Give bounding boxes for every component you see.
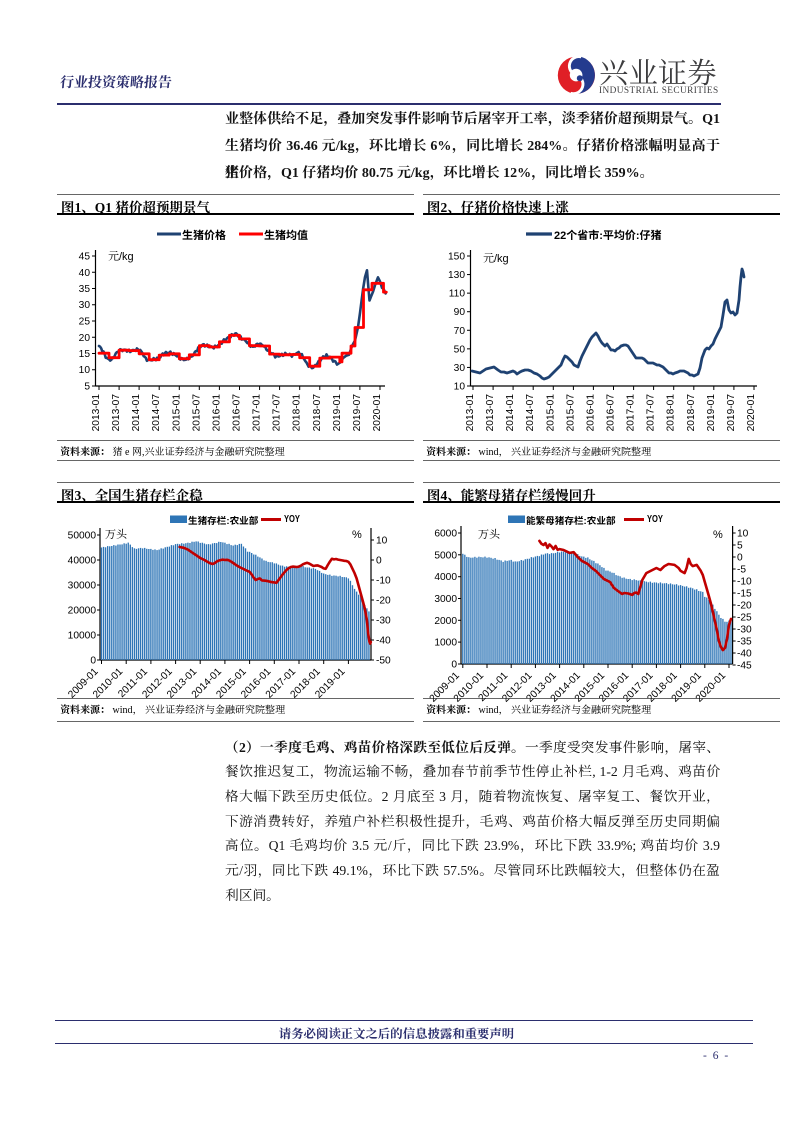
svg-text:2015-01: 2015-01 — [171, 394, 182, 432]
svg-text:5: 5 — [737, 541, 743, 552]
svg-text:2013-07: 2013-07 — [111, 394, 122, 432]
svg-text:元/kg: 元/kg — [108, 250, 134, 263]
svg-text:-20: -20 — [737, 601, 752, 612]
svg-text:2013-01: 2013-01 — [465, 394, 476, 432]
svg-text:2017-01: 2017-01 — [252, 394, 263, 432]
svg-text:-30: -30 — [376, 616, 391, 627]
svg-text:70: 70 — [454, 326, 466, 337]
svg-text:20: 20 — [79, 333, 91, 344]
svg-text:2013-07: 2013-07 — [485, 394, 496, 432]
svg-text:-35: -35 — [737, 637, 752, 648]
svg-text:10: 10 — [376, 536, 388, 547]
svg-text:-30: -30 — [737, 625, 752, 636]
svg-text:2017-07: 2017-07 — [272, 394, 283, 432]
svg-text:元/kg: 元/kg — [483, 252, 509, 265]
svg-text:2014-01: 2014-01 — [131, 394, 142, 432]
svg-text:2016-01: 2016-01 — [211, 394, 222, 432]
svg-text:-25: -25 — [737, 613, 752, 624]
svg-text:15: 15 — [79, 349, 91, 360]
svg-text:万头: 万头 — [105, 528, 127, 541]
svg-text:2020-01: 2020-01 — [746, 394, 757, 432]
svg-text:2019-01: 2019-01 — [706, 394, 717, 432]
svg-text:2017-07: 2017-07 — [646, 394, 657, 432]
svg-text:10000: 10000 — [68, 631, 97, 642]
svg-text:35: 35 — [79, 284, 91, 295]
svg-text:2016-07: 2016-07 — [606, 394, 617, 432]
svg-text:50: 50 — [454, 344, 466, 355]
svg-text:-50: -50 — [376, 656, 391, 667]
svg-text:2017-01: 2017-01 — [626, 394, 637, 432]
svg-text:0: 0 — [90, 656, 96, 667]
svg-text:3000: 3000 — [434, 594, 457, 605]
svg-text:50000: 50000 — [68, 531, 97, 542]
svg-text:2019-07: 2019-07 — [352, 394, 363, 432]
svg-text:30: 30 — [79, 300, 91, 311]
svg-text:2016-07: 2016-07 — [232, 394, 243, 432]
svg-text:2016-01: 2016-01 — [585, 394, 596, 432]
svg-text:10: 10 — [454, 382, 466, 393]
svg-text:130: 130 — [448, 270, 465, 281]
svg-text:2015-07: 2015-07 — [191, 394, 202, 432]
svg-text:-15: -15 — [737, 589, 752, 600]
svg-text:2014-07: 2014-07 — [525, 394, 536, 432]
svg-text:2018-01: 2018-01 — [292, 394, 303, 432]
svg-text:10: 10 — [737, 529, 749, 540]
svg-text:5000: 5000 — [434, 550, 457, 561]
svg-text:2018-01: 2018-01 — [666, 394, 677, 432]
svg-text:-5: -5 — [737, 565, 746, 576]
svg-text:2020-01: 2020-01 — [372, 394, 383, 432]
svg-text:1000: 1000 — [434, 638, 457, 649]
svg-text:4000: 4000 — [434, 572, 457, 583]
svg-text:2000: 2000 — [434, 616, 457, 627]
svg-text:40000: 40000 — [68, 556, 97, 567]
svg-text:2019-01: 2019-01 — [332, 394, 343, 432]
svg-text:%: % — [713, 529, 723, 541]
svg-text:万头: 万头 — [478, 528, 500, 541]
svg-text:2015-07: 2015-07 — [565, 394, 576, 432]
svg-text:5: 5 — [84, 382, 90, 393]
svg-text:0: 0 — [737, 553, 743, 564]
svg-text:2019-07: 2019-07 — [726, 394, 737, 432]
svg-text:-40: -40 — [737, 649, 752, 660]
svg-text:%: % — [352, 529, 362, 541]
svg-text:0: 0 — [451, 660, 457, 671]
svg-text:20000: 20000 — [68, 606, 97, 617]
svg-text:0: 0 — [376, 556, 382, 567]
svg-text:-20: -20 — [376, 596, 391, 607]
svg-text:2018-07: 2018-07 — [312, 394, 323, 432]
svg-text:2014-01: 2014-01 — [505, 394, 516, 432]
svg-text:-45: -45 — [737, 661, 752, 672]
svg-text:6000: 6000 — [434, 529, 457, 540]
svg-text:45: 45 — [79, 252, 91, 263]
svg-text:25: 25 — [79, 317, 91, 328]
svg-text:40: 40 — [79, 268, 91, 279]
svg-text:110: 110 — [449, 289, 466, 300]
svg-text:2018-07: 2018-07 — [686, 394, 697, 432]
svg-text:10: 10 — [79, 365, 91, 376]
svg-text:30000: 30000 — [68, 581, 97, 592]
svg-text:2013-01: 2013-01 — [91, 394, 102, 432]
svg-text:2014-07: 2014-07 — [151, 394, 162, 432]
svg-text:2015-01: 2015-01 — [545, 394, 556, 432]
svg-text:30: 30 — [454, 363, 466, 374]
svg-text:90: 90 — [454, 307, 466, 318]
svg-text:-40: -40 — [376, 636, 391, 647]
svg-text:-10: -10 — [376, 576, 391, 587]
svg-text:150: 150 — [448, 252, 465, 263]
svg-text:-10: -10 — [737, 577, 752, 588]
